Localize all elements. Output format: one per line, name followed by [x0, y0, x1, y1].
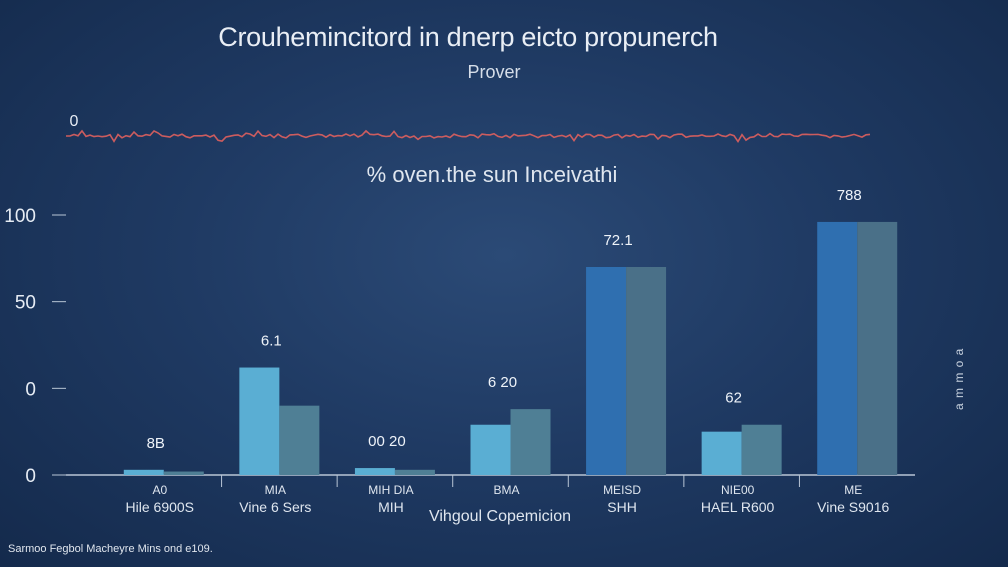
bar: [626, 267, 667, 475]
y-tick-label: 0: [25, 379, 36, 400]
x-tick-sublabel: HAEL R600: [701, 499, 775, 515]
bar: [123, 469, 164, 475]
x-tick-sublabel: Hile 6900S: [126, 499, 195, 515]
x-tick-label: A0: [152, 483, 167, 497]
bar-value-label: 8B: [147, 435, 165, 452]
bar-value-label: 00 20: [368, 433, 406, 450]
x-tick-label: BMA: [493, 483, 519, 497]
bar: [510, 409, 551, 475]
bar: [470, 424, 511, 475]
y-tick-label: 0: [25, 466, 36, 487]
bar: [354, 468, 395, 475]
x-tick-label: ME: [844, 483, 862, 497]
bar-value-label: 6.1: [261, 333, 282, 350]
x-tick-sublabel: Vine S9016: [817, 499, 889, 515]
bar: [701, 431, 742, 475]
chart-title: Crouhemincitord in dnerp eicto propunerc…: [218, 22, 718, 52]
bar: [239, 367, 280, 475]
x-tick-label: MEISD: [603, 483, 641, 497]
chart-secondary-title: % oven.the sun Inceivathi: [366, 162, 618, 187]
bar: [163, 471, 204, 475]
x-tick-label: NIE00: [721, 483, 755, 497]
bar-value-label: 788: [837, 187, 862, 204]
x-tick-label: MIA: [265, 483, 286, 497]
y-tick-label: 50: [15, 293, 36, 314]
bar-value-label: 72.1: [603, 232, 632, 249]
x-tick-sublabel: MIH: [378, 499, 404, 515]
bar: [817, 221, 858, 475]
bar: [394, 469, 435, 475]
bar-value-label: 62: [725, 390, 742, 407]
x-tick-label: MIH DIA: [368, 483, 413, 497]
x-tick-sublabel: SHH: [607, 499, 637, 515]
sparkline-label: 0: [70, 113, 79, 130]
bar: [279, 405, 320, 475]
x-axis-label: Vihgoul Copemicion: [429, 508, 571, 525]
sparkline: [66, 129, 871, 143]
bar-value-label: 6 20: [488, 374, 517, 391]
x-tick-sublabel: Vine 6 Sers: [239, 499, 311, 515]
bar: [586, 267, 627, 475]
bar: [741, 424, 782, 475]
source-note: Sarmoo Fegbol Macheyre Mins ond e109.: [8, 543, 213, 555]
chart-subtitle: Prover: [467, 62, 521, 82]
bar: [857, 221, 898, 475]
y-tick-label: 100: [4, 206, 36, 227]
